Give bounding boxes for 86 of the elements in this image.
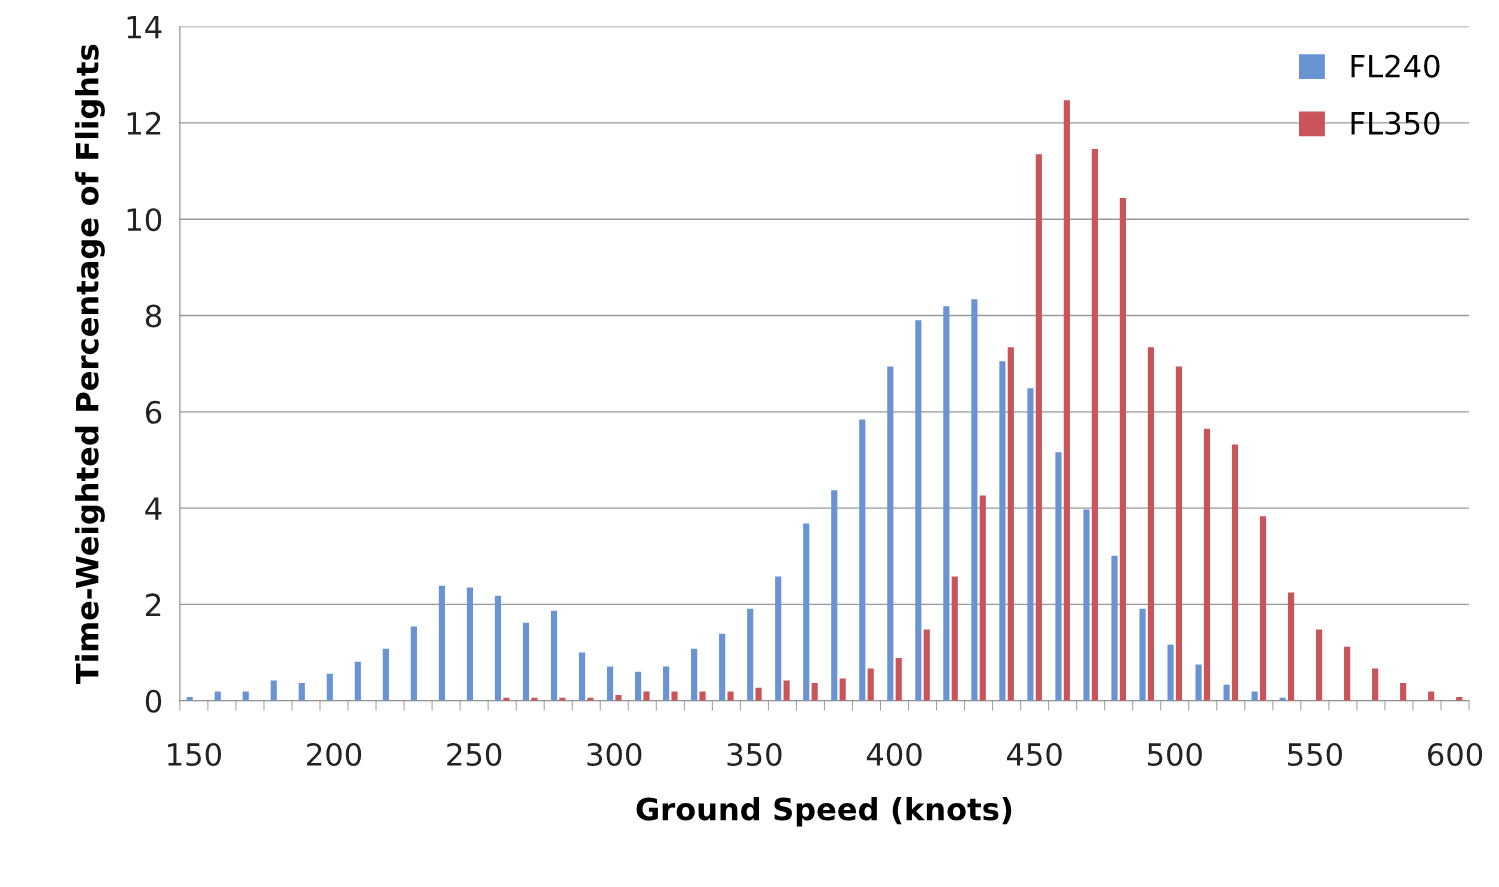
bar (727, 691, 734, 701)
bar (859, 419, 866, 701)
bar (971, 299, 978, 701)
bar (1400, 682, 1407, 701)
x-tick-label: 300 (587, 742, 642, 767)
bar (775, 576, 782, 701)
bar (1063, 100, 1070, 701)
bar (1175, 366, 1183, 701)
bar (615, 694, 622, 701)
y-axis-title: Time-Weighted Percentage of Flights (75, 44, 105, 684)
bar (1007, 347, 1014, 701)
bar (1195, 664, 1202, 701)
x-tick-label: 550 (1288, 742, 1343, 767)
bar (1287, 592, 1295, 701)
bar (839, 678, 846, 701)
bar (1035, 154, 1042, 701)
bar (1091, 148, 1098, 701)
legend-label: FL350 (1351, 111, 1440, 135)
bar (923, 629, 930, 701)
bar (943, 306, 950, 701)
bar (270, 680, 277, 701)
x-tick-label: 600 (1427, 742, 1483, 767)
bar (354, 661, 361, 701)
bar (382, 648, 389, 701)
bar (1139, 608, 1146, 701)
x-tick-label: 500 (1147, 742, 1202, 767)
bar (466, 587, 474, 701)
bar (643, 691, 650, 701)
bar (326, 673, 333, 701)
bar (719, 633, 726, 701)
legend-label: FL240 (1351, 54, 1440, 78)
bar (1223, 684, 1230, 701)
bar (1231, 444, 1239, 701)
bar (522, 622, 530, 701)
x-tick-label: 250 (447, 742, 502, 767)
bar (298, 682, 305, 701)
bar (550, 610, 558, 701)
bar (999, 361, 1006, 701)
y-tick-label: 6 (145, 400, 162, 424)
bar (755, 687, 762, 701)
bar (1167, 644, 1174, 701)
bar (663, 666, 670, 701)
y-tick-label: 0 (145, 689, 162, 713)
bar (635, 671, 642, 701)
bar (803, 523, 810, 701)
bar (951, 576, 958, 701)
bar (671, 691, 678, 701)
y-tick-label: 14 (127, 15, 162, 39)
bar (699, 691, 706, 701)
x-tick-label: 400 (866, 742, 922, 767)
bar (1027, 388, 1034, 701)
bar (1147, 347, 1155, 701)
bar (691, 648, 698, 701)
bar (915, 320, 922, 701)
y-tick-label: 12 (127, 111, 161, 135)
bar (1203, 428, 1211, 701)
bar (494, 595, 502, 701)
bar (606, 666, 614, 701)
bar (578, 652, 586, 701)
x-tick-label: 450 (1006, 742, 1062, 767)
bar (1119, 198, 1126, 701)
bar (887, 366, 894, 701)
bar (1111, 555, 1118, 701)
bar (1344, 646, 1351, 701)
x-axis-title: Ground Speed (knots) (636, 796, 1012, 827)
x-tick-label: 150 (168, 742, 222, 767)
bar (438, 585, 445, 701)
bar (1372, 668, 1379, 701)
bar (783, 680, 790, 701)
bar (1316, 629, 1323, 701)
y-tick-label: 10 (127, 208, 162, 232)
bar (410, 626, 417, 701)
bar (747, 608, 754, 701)
bar (1083, 509, 1090, 701)
bar (811, 682, 818, 701)
bar (867, 668, 874, 701)
bar (1259, 516, 1267, 701)
bar (895, 657, 902, 701)
y-tick-label: 8 (145, 304, 162, 328)
x-tick-label: 350 (727, 742, 782, 767)
y-tick-label: 4 (145, 497, 162, 520)
x-tick-label: 200 (307, 742, 362, 767)
bar (1055, 452, 1062, 701)
bar (979, 495, 986, 701)
bar (831, 490, 838, 701)
y-tick-label: 2 (146, 593, 161, 617)
